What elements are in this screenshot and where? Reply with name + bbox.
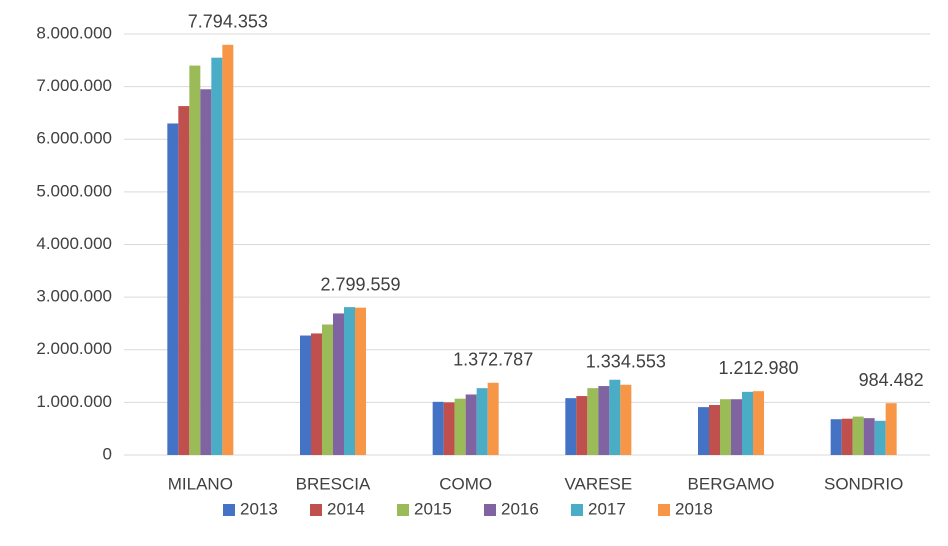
- y-tick-label: 6.000.000: [36, 129, 112, 148]
- legend-label: 2014: [327, 499, 365, 518]
- y-tick-label: 2.000.000: [36, 339, 112, 358]
- bar: [885, 403, 897, 455]
- legend-swatch: [397, 504, 409, 516]
- y-tick-label: 5.000.000: [36, 181, 112, 200]
- bar: [709, 405, 720, 455]
- legend-swatch: [223, 504, 235, 516]
- bar: [178, 106, 190, 455]
- bar: [333, 313, 344, 455]
- legend-label: 2013: [240, 499, 278, 518]
- bar: [300, 335, 311, 455]
- bar: [698, 407, 709, 455]
- bar: [454, 398, 466, 455]
- bar: [609, 379, 621, 455]
- legend-label: 2016: [501, 499, 539, 518]
- bar: [189, 65, 201, 455]
- bar: [487, 382, 499, 455]
- bar: [731, 399, 742, 455]
- bar: [344, 307, 355, 455]
- bar: [587, 388, 599, 455]
- legend-label: 2018: [675, 499, 713, 518]
- data-label: 7.794.353: [188, 12, 268, 32]
- bar: [576, 396, 588, 455]
- data-label: 984.482: [859, 370, 924, 390]
- legend-swatch: [484, 504, 496, 516]
- bar: [620, 384, 632, 455]
- legend-label: 2017: [588, 499, 626, 518]
- bar: [200, 89, 212, 455]
- legend-swatch: [310, 504, 322, 516]
- bar: [598, 386, 610, 455]
- y-tick-label: 7.000.000: [36, 76, 112, 95]
- legend-swatch: [658, 504, 670, 516]
- bar: [355, 307, 366, 455]
- bar: [211, 57, 223, 456]
- bar: [465, 394, 477, 455]
- bar: [443, 402, 455, 455]
- y-tick-label: 1.000.000: [36, 392, 112, 411]
- y-tick-label: 8.000.000: [36, 23, 112, 42]
- legend-label: 2015: [414, 499, 452, 518]
- bar: [874, 420, 886, 455]
- bar: [841, 418, 853, 455]
- bar: [322, 324, 333, 455]
- bar: [311, 333, 322, 455]
- data-label: 1.372.787: [453, 350, 533, 370]
- x-tick-label: BERGAMO: [688, 474, 775, 493]
- bar: [167, 123, 179, 456]
- data-label: 1.334.553: [586, 352, 666, 372]
- y-tick-label: 0: [103, 444, 112, 463]
- data-label: 1.212.980: [718, 358, 798, 378]
- x-tick-label: BRESCIA: [296, 474, 371, 493]
- y-tick-label: 4.000.000: [36, 234, 112, 253]
- bar: [565, 398, 577, 455]
- x-tick-label: MILANO: [168, 474, 233, 493]
- bar: [830, 419, 842, 455]
- y-tick-label: 3.000.000: [36, 287, 112, 306]
- bar: [476, 388, 488, 455]
- bar: [720, 399, 731, 455]
- x-tick-label: SONDRIO: [824, 474, 903, 493]
- x-tick-label: COMO: [439, 474, 492, 493]
- bar: [753, 391, 764, 455]
- bar: [852, 416, 864, 455]
- bar: [432, 401, 444, 455]
- x-tick-label: VARESE: [564, 474, 632, 493]
- data-label: 2.799.559: [320, 274, 400, 294]
- bar: [742, 391, 753, 455]
- bar: [222, 44, 234, 455]
- bar: [863, 418, 875, 455]
- legend-swatch: [571, 504, 583, 516]
